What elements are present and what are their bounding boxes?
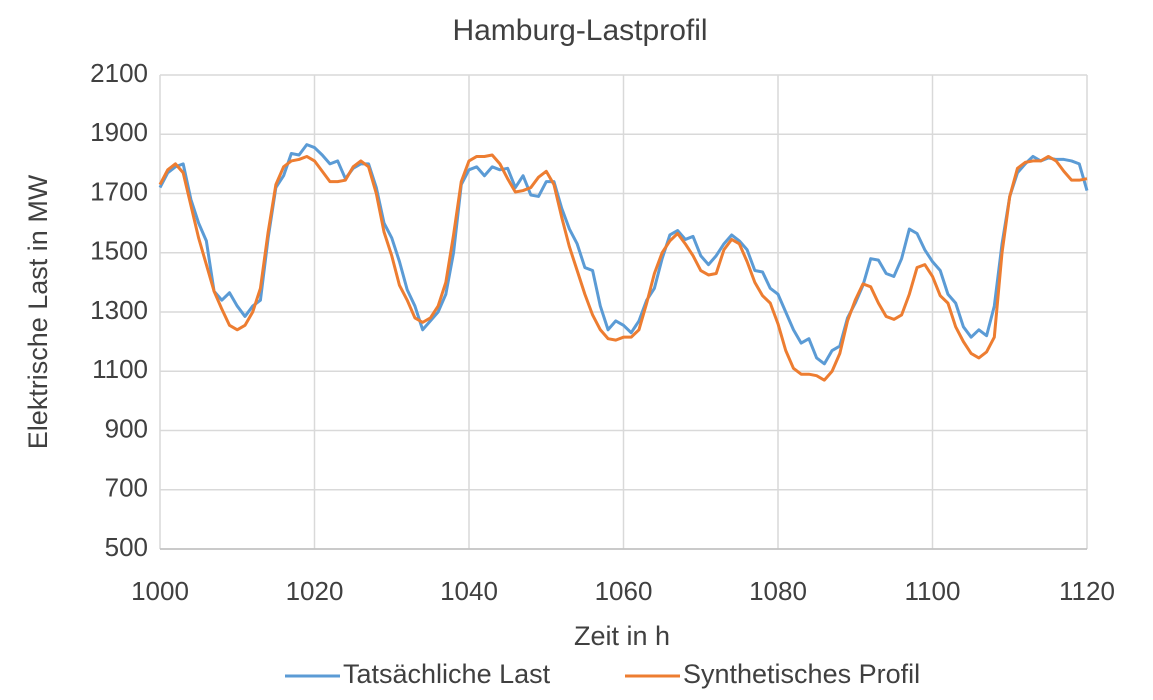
- series-line: [158, 143, 1089, 366]
- y-tick-label: 1500: [90, 236, 148, 266]
- y-tick-label: 1100: [92, 354, 148, 384]
- y-tick-label: 1900: [90, 117, 148, 147]
- y-tick-label: 700: [105, 473, 148, 503]
- y-tick-label: 900: [105, 413, 148, 443]
- y-tick-label: 500: [105, 532, 148, 562]
- y-tick-label: 1300: [90, 295, 148, 325]
- x-tick-label: 1000: [131, 576, 189, 606]
- legend-label: Synthetisches Profil: [683, 659, 920, 689]
- x-tick-label: 1120: [1059, 576, 1115, 606]
- x-tick-label: 1080: [749, 576, 807, 606]
- y-tick-label: 2100: [90, 58, 148, 88]
- legend-label: Tatsächliche Last: [343, 659, 551, 689]
- x-tick-label: 1060: [595, 576, 653, 606]
- series-line: [158, 153, 1088, 382]
- chart-title: Hamburg-Lastprofil: [452, 14, 707, 47]
- x-tick-label: 1040: [440, 576, 498, 606]
- x-tick-label: 1020: [286, 576, 344, 606]
- y-axis-label: Elektrische Last in MW: [23, 174, 53, 449]
- x-tick-label: 1100: [905, 576, 961, 606]
- x-axis-label: Zeit in h: [574, 621, 670, 651]
- y-tick-label: 1700: [90, 176, 148, 206]
